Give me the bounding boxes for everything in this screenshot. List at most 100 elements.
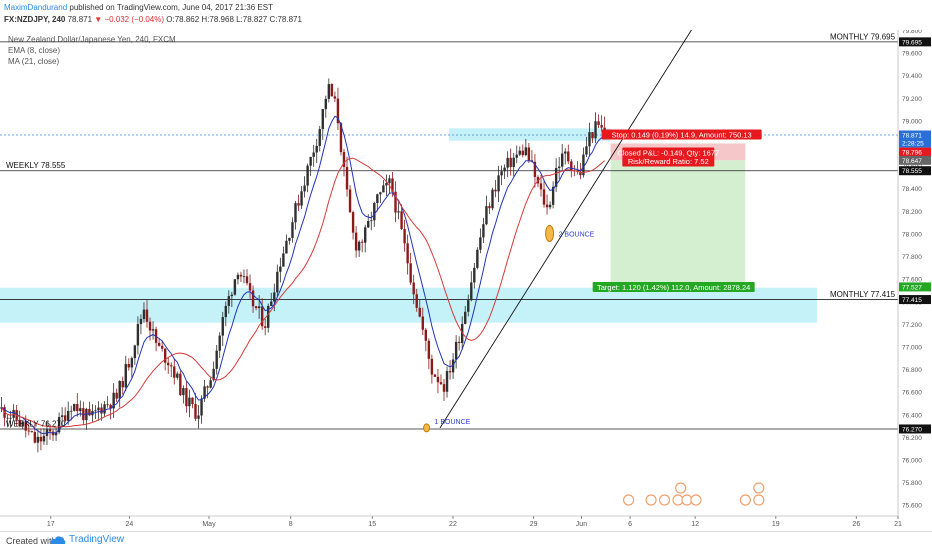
- candle-body: [191, 397, 194, 405]
- candle-body: [9, 417, 12, 419]
- candle-body: [288, 237, 291, 241]
- tradingview-logo[interactable]: TradingView: [50, 534, 124, 545]
- x-tick-label: 6: [628, 521, 632, 528]
- candle-body: [357, 241, 361, 251]
- economic-event-icon: [690, 494, 702, 506]
- y-tick-label: 78.200: [902, 209, 922, 216]
- candle-body: [30, 431, 34, 433]
- candle-body: [321, 109, 324, 130]
- symbol-name[interactable]: FX:NZDJPY, 240: [4, 15, 66, 24]
- candle-body: [285, 240, 288, 254]
- candle-body: [373, 202, 376, 221]
- candle-body: [506, 157, 509, 168]
- candle-body: [518, 150, 521, 155]
- candle-body: [476, 249, 479, 268]
- ma-line: [1, 157, 605, 428]
- candle-body: [521, 150, 525, 156]
- candle-body: [21, 421, 24, 426]
- candle-body: [582, 154, 585, 176]
- y-tick-label: 79.400: [902, 73, 922, 80]
- candle-body: [224, 305, 227, 318]
- candle-body: [494, 189, 497, 192]
- target-zone: [610, 160, 746, 287]
- candle-body: [591, 132, 594, 139]
- closed-pnl-label-text: Closed P&L: -0.149, Qty: 1677: [617, 149, 719, 158]
- candle-body: [254, 306, 258, 309]
- x-tick-label: 15: [368, 521, 376, 528]
- candle-body: [470, 282, 473, 301]
- candle-body: [273, 292, 276, 302]
- candle-body: [182, 388, 185, 396]
- candle-body: [548, 204, 552, 208]
- candle-body: [330, 84, 334, 97]
- level-label: MONTHLY 77.415: [830, 290, 896, 299]
- price-tag: [899, 166, 931, 176]
- candle-body: [106, 404, 109, 406]
- candle-body: [276, 271, 279, 293]
- ma-legend[interactable]: MA (21, close): [8, 57, 60, 66]
- closed-pnl-label-box: [622, 147, 715, 167]
- y-tick-label: 79.800: [902, 30, 922, 35]
- candle-body: [236, 274, 240, 280]
- candle-body: [509, 157, 512, 168]
- candle-body: [94, 410, 97, 412]
- candle-body: [221, 317, 224, 336]
- candle-body: [554, 167, 558, 187]
- candle-body: [48, 429, 52, 432]
- x-tick-label: Jun: [576, 521, 587, 528]
- candle-body: [100, 407, 103, 414]
- candle-body: [142, 309, 146, 319]
- candle-body: [115, 392, 118, 399]
- candle-body: [297, 203, 300, 206]
- candle-body: [515, 154, 518, 158]
- candle-body: [397, 211, 400, 213]
- economic-event-icon: [658, 494, 671, 506]
- candle-body: [600, 125, 603, 128]
- level-label: WEEKLY 78.555: [6, 161, 66, 170]
- y-tick-label: 76.200: [902, 435, 922, 442]
- candle-body: [457, 341, 461, 344]
- candle-body: [24, 421, 27, 431]
- footer: Created with TradingView: [0, 531, 932, 550]
- candle-body: [360, 241, 364, 243]
- candle-body: [215, 350, 218, 369]
- candle-body: [267, 305, 270, 328]
- author-link[interactable]: MaximDandurand: [4, 3, 68, 12]
- x-tick-label: 12: [691, 521, 699, 528]
- candle-body: [57, 416, 61, 433]
- candle-body: [203, 386, 206, 399]
- candle-body: [145, 309, 149, 322]
- level-label: WEEKLY 76.270: [6, 419, 66, 428]
- y-tick-label: 75.600: [902, 503, 922, 510]
- supply-zone: [449, 128, 611, 141]
- stop-label-text: Stop: 0.149 (0.19%) 14.9, Amount: 750.13: [612, 130, 752, 139]
- price-chart[interactable]: 1 BOUNCE 2 BOUNCE Stop: 0.149 (0.19%) 14.9…: [0, 30, 932, 531]
- candle-body: [176, 373, 179, 378]
- candle-body: [403, 229, 406, 244]
- candle-body: [327, 84, 331, 99]
- candle-body: [597, 121, 600, 126]
- economic-event-icon: [753, 494, 765, 506]
- y-tick-label: 78.400: [902, 186, 922, 193]
- candle-body: [445, 371, 449, 392]
- candle-body: [248, 283, 252, 291]
- candle-body: [512, 157, 515, 168]
- candle-body: [112, 392, 115, 409]
- ema-legend[interactable]: EMA (8, close): [8, 46, 61, 55]
- candle-body: [170, 365, 173, 367]
- candle-body: [394, 191, 397, 213]
- candle-body: [345, 166, 349, 190]
- candle-body: [479, 237, 482, 250]
- price-tag-text: 78.871: [902, 132, 922, 139]
- price-axis: [898, 30, 932, 531]
- stop-label: Stop: 0.149 (0.19%) 14.9, Amount: 750.13: [601, 129, 762, 140]
- candle-body: [242, 276, 246, 278]
- price-tag: [899, 424, 931, 434]
- x-tick-label: 26: [852, 521, 860, 528]
- x-tick-label: 29: [530, 521, 538, 528]
- candle-body: [382, 185, 385, 193]
- economic-event-icon: [675, 482, 687, 494]
- candle-body: [339, 123, 343, 153]
- candle-body: [439, 382, 443, 385]
- ohlc-values: O:78.862 H:78.968 L:78.827 C:78.871: [166, 15, 302, 24]
